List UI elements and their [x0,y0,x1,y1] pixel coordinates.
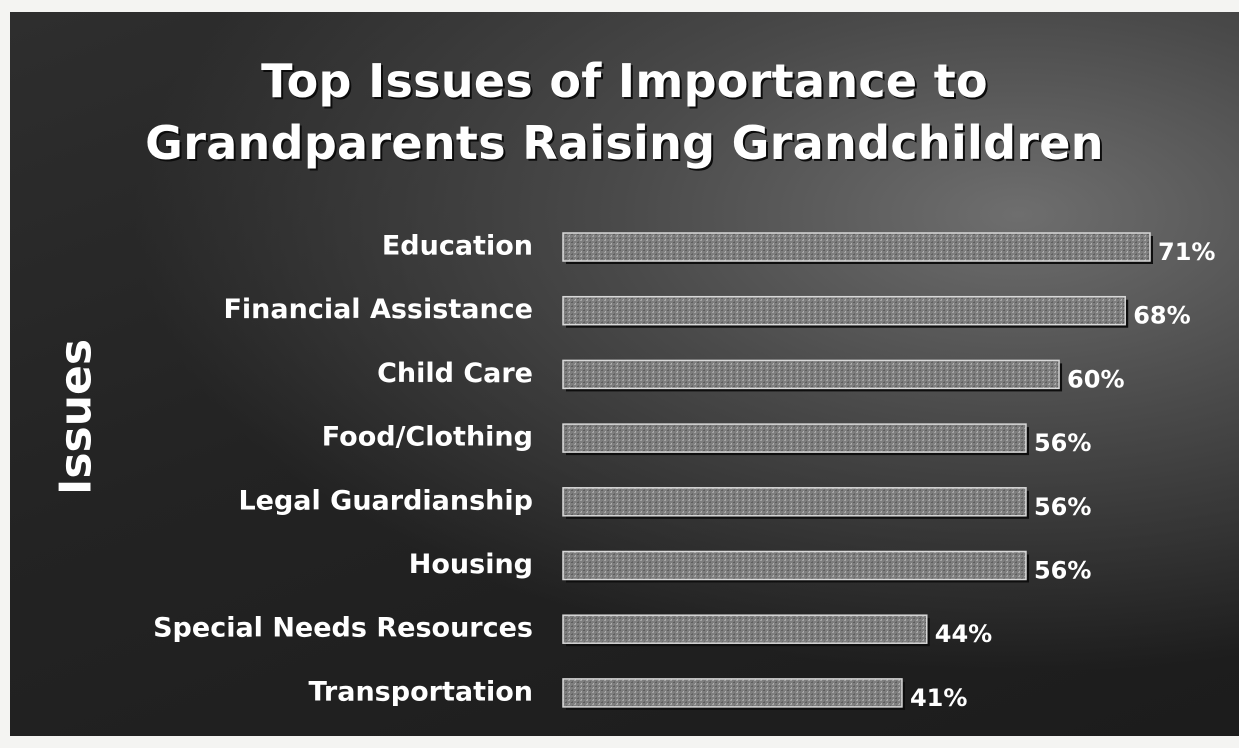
value-label: 56% [1034,429,1091,457]
chart-title: Top Issues of Importance to Grandparents… [10,50,1239,174]
bar [562,614,928,644]
bar-group-transportation: Transportation 41% [308,676,967,712]
bar [562,359,1060,390]
bar [562,423,1027,453]
bars-layer: Education 71% Financial Assistance 68% Child… [153,231,1215,712]
bar-group-financial-assistance: Financial Assistance 68% [223,294,1190,330]
chart-title-line-1: Top Issues of Importance to [261,54,988,108]
bar-chart-plot: Education 71% Financial Assistance 68% Child… [153,231,1215,712]
category-label: Financial Assistance [223,294,533,325]
bar-group-special-needs-resources: Special Needs Resources 44% [153,613,992,649]
bar [562,295,1126,326]
bar [562,232,1151,262]
value-label: 44% [935,620,992,648]
bar [562,550,1027,581]
category-label: Legal Guardianship [238,485,533,516]
category-label: Education [382,231,533,262]
value-label: 41% [910,684,967,712]
bar-group-food-clothing: Food/Clothing 56% [322,422,1092,458]
bar [562,487,1027,517]
bar-group-child-care: Child Care 60% [377,358,1124,394]
value-label: 60% [1067,365,1124,393]
value-label: 56% [1034,493,1091,521]
category-label: Child Care [377,358,533,389]
bar-group-housing: Housing 56% [409,549,1092,585]
value-label: 56% [1034,557,1091,585]
category-label: Housing [409,549,533,580]
chart-title-line-2: Grandparents Raising Grandchildren [145,116,1104,170]
chart-slide: Top Issues of Importance to Grandparents… [10,12,1239,736]
value-label: 68% [1133,302,1190,330]
bar-group-legal-guardianship: Legal Guardianship 56% [238,485,1091,521]
bar-group-education: Education 71% [382,231,1216,267]
category-label: Food/Clothing [322,422,533,453]
bar [562,678,903,708]
value-label: 71% [1158,238,1215,266]
category-label: Transportation [308,676,533,707]
category-label: Special Needs Resources [153,613,533,644]
